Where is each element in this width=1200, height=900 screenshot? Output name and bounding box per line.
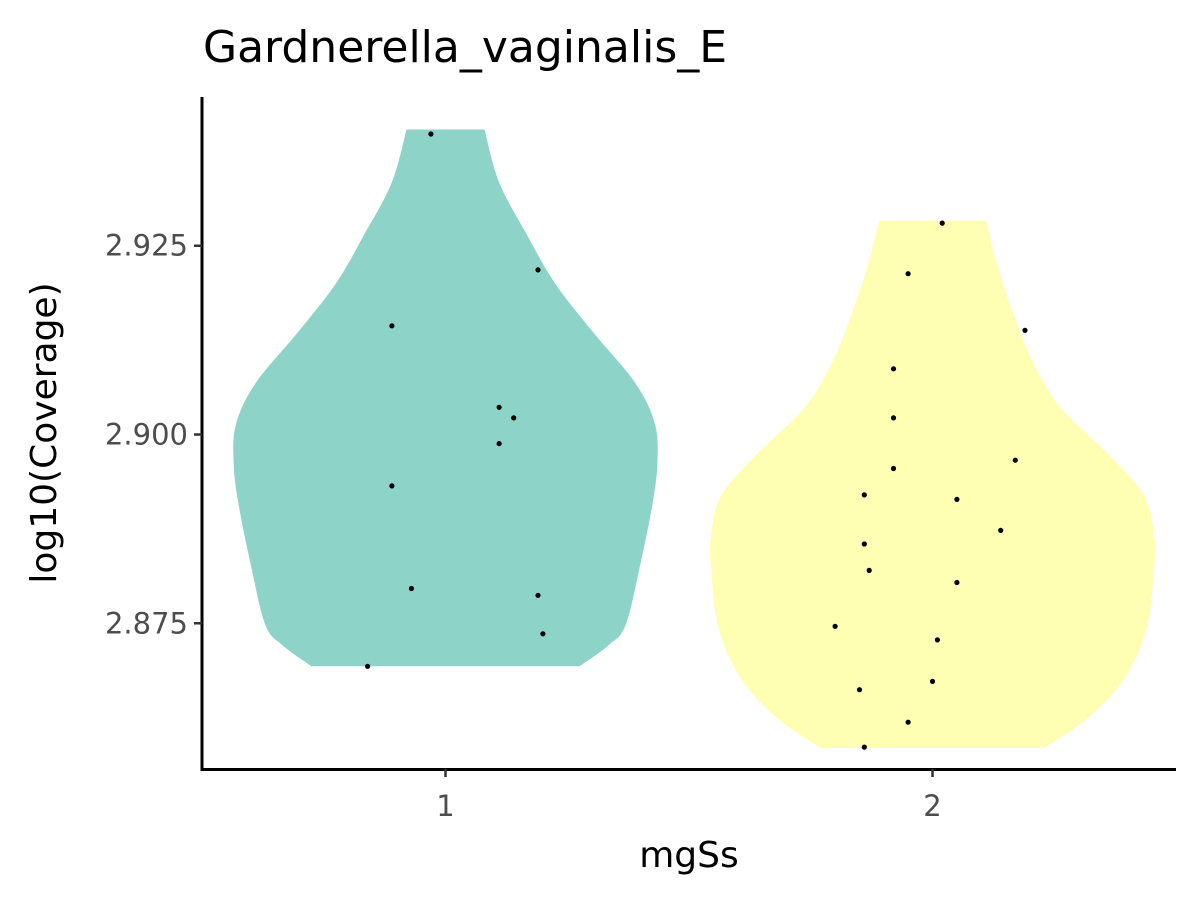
data-point (496, 404, 502, 410)
data-point (890, 366, 897, 372)
data-point (389, 483, 395, 489)
x-axis-title: mgSs (639, 835, 739, 876)
data-point (408, 585, 414, 592)
data-point (1022, 327, 1028, 333)
violin-1 (233, 129, 658, 667)
data-point (428, 131, 434, 137)
data-points (365, 131, 1028, 750)
y-axis-title: log10(Coverage) (24, 282, 65, 583)
data-point (540, 631, 546, 637)
data-point (1012, 457, 1018, 463)
data-point (861, 744, 867, 750)
data-point (866, 567, 872, 574)
data-point (365, 663, 371, 669)
data-point (832, 623, 838, 629)
data-point (856, 687, 863, 693)
data-point (939, 220, 945, 226)
data-point (861, 492, 867, 498)
data-point (535, 267, 541, 273)
y-tick-label: 2.900 (105, 418, 188, 452)
data-point (389, 323, 395, 329)
data-point (954, 496, 960, 502)
data-point (535, 592, 541, 598)
y-axis-ticks: 2.875 2.900 2.925 (105, 229, 202, 640)
data-point (890, 415, 897, 421)
data-point (905, 719, 911, 725)
data-point (511, 415, 517, 421)
data-point (861, 541, 867, 547)
x-tick-label: 1 (436, 789, 454, 823)
violins (233, 129, 1156, 748)
data-point (934, 637, 941, 643)
data-point (905, 271, 911, 277)
x-tick-label: 2 (923, 789, 941, 823)
data-point (929, 678, 936, 685)
data-point (954, 579, 960, 586)
y-tick-label: 2.925 (105, 229, 188, 263)
chart-title: Gardnerella_vaginalis_E (203, 22, 727, 73)
data-point (890, 465, 897, 472)
violin-2 (709, 220, 1156, 748)
y-tick-label: 2.875 (105, 606, 188, 640)
data-point (998, 527, 1004, 534)
data-point (496, 441, 502, 447)
